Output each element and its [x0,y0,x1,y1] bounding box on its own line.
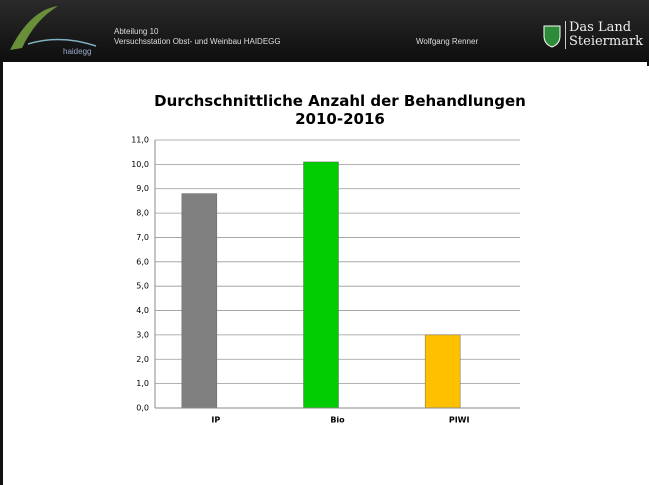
y-tick-label: 9,0 [136,184,149,193]
logo-left-text: haidegg [63,47,92,56]
y-tick-label: 2,0 [136,355,149,364]
author: Wolfgang Renner [416,37,479,46]
logo-right-line1: Das Land [569,20,632,35]
y-tick-label: 10,0 [131,160,149,169]
bar [424,334,461,409]
x-tick-label: Bio [330,416,345,425]
chart-title: Durchschnittliche Anzahl der Behandlunge… [154,92,526,128]
y-tick-label: 1,0 [136,379,149,388]
y-tick-label: 8,0 [136,209,149,218]
y-tick-label: 3,0 [136,330,149,339]
y-tick-label: 6,0 [136,257,149,266]
bar [303,161,339,409]
left-border [0,62,3,485]
logo-right-line2: Steiermark [569,34,644,49]
coat-of-arms [543,25,561,48]
logo-left-graphic [10,6,97,50]
header: haidegg Abteilung 10 Versuchsstation Obs… [0,0,649,62]
station: Versuchsstation Obst- und Weinbau HAIDEG… [114,37,281,46]
logo-right: Das Land Steiermark [565,21,643,49]
x-tick-label: PIWI [449,416,470,425]
y-tick-label: 11,0 [131,136,149,145]
y-tick-label: 0,0 [136,404,149,413]
right-border [647,62,649,66]
y-tick-label: 5,0 [136,282,149,291]
x-tick-label: IP [211,416,220,425]
bar [181,193,218,409]
y-tick-label: 7,0 [136,233,149,242]
y-tick-label: 4,0 [136,306,149,315]
department: Abteilung 10 [114,27,159,36]
